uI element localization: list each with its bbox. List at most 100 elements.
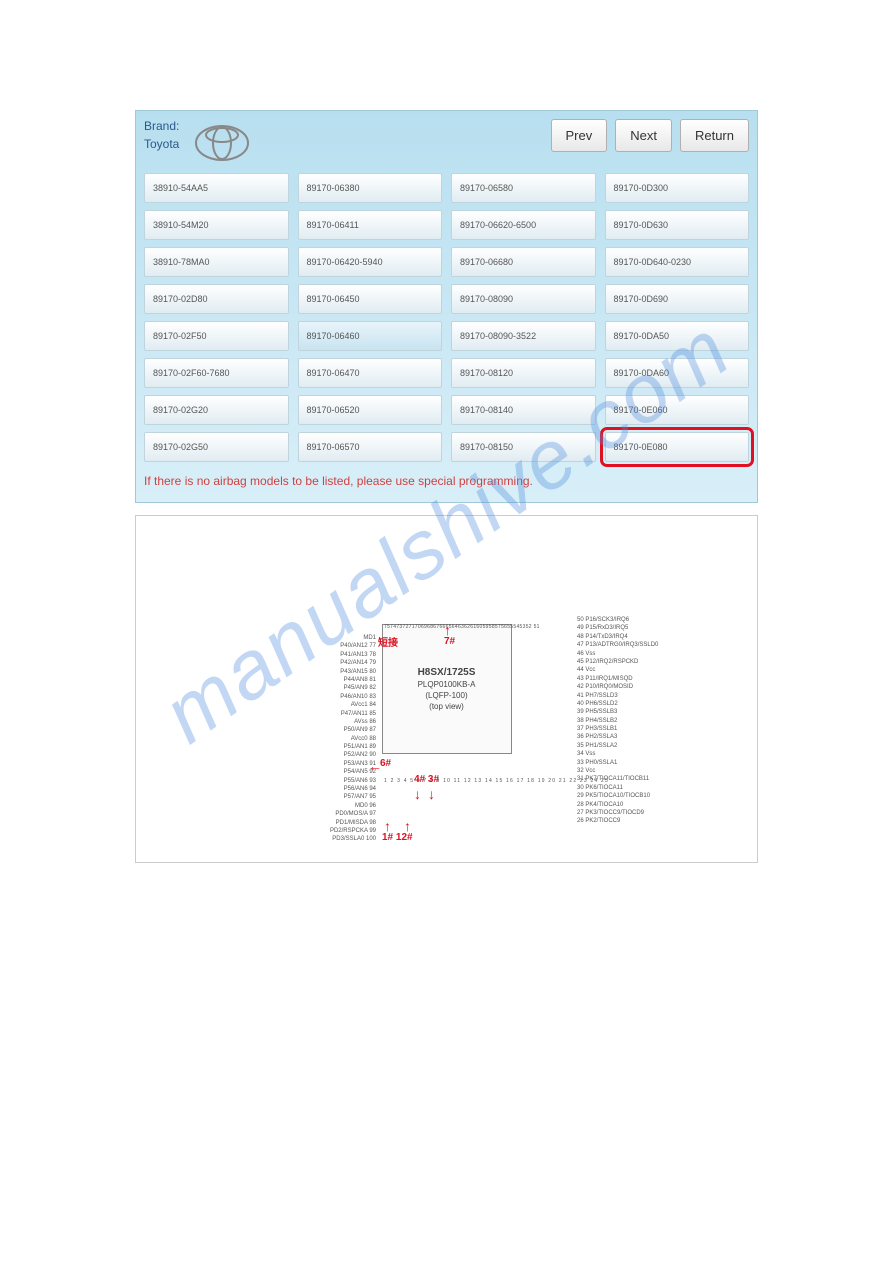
model-cell[interactable]: 89170-06680: [451, 247, 596, 277]
pin-label: P52/AN2 90: [296, 751, 376, 759]
brand-name: Toyota: [144, 137, 179, 151]
next-button[interactable]: Next: [615, 119, 672, 152]
model-cell[interactable]: 89170-06380: [298, 173, 443, 203]
red-arrow-6: ←: [368, 758, 382, 774]
pin-label: 37 PH3/SSLB1: [577, 725, 707, 733]
model-cell[interactable]: 89170-06470: [298, 358, 443, 388]
pin-label: 30 PK6/TIOCA11: [577, 784, 707, 792]
pin-label: P41/AN13 78: [296, 651, 376, 659]
model-cell[interactable]: 89170-0E060: [605, 395, 750, 425]
pin-label: 44 Vcc: [577, 666, 707, 674]
pin-label: P55/AN6 93: [296, 777, 376, 785]
return-button[interactable]: Return: [680, 119, 749, 152]
model-cell[interactable]: 89170-0DA50: [605, 321, 750, 351]
pin-label: 27 PK3/TIOCC9/TIOCD9: [577, 809, 707, 817]
model-cell[interactable]: 89170-02F60-7680: [144, 358, 289, 388]
model-cell[interactable]: 89170-0D630: [605, 210, 750, 240]
pin-label: P51/AN1 89: [296, 743, 376, 751]
pin-label: 35 PH1/SSLA2: [577, 742, 707, 750]
pin-label: 41 PH7/SSLD3: [577, 692, 707, 700]
pin-label: 40 PH6/SSLD2: [577, 700, 707, 708]
model-cell[interactable]: 89170-06620-6500: [451, 210, 596, 240]
model-cell[interactable]: 89170-02G20: [144, 395, 289, 425]
pins-left: MD1P40/AN12 77P41/AN13 78P42/AN14 79P43/…: [296, 634, 376, 844]
red-anno-shortcut: 短接: [378, 634, 398, 649]
pin-label: P43/AN15 80: [296, 668, 376, 676]
pin-label: 36 PH2/SSLA3: [577, 733, 707, 741]
pin-label: MD0 96: [296, 802, 376, 810]
pin-label: P54/AN5 92: [296, 768, 376, 776]
model-cell[interactable]: 89170-02F50: [144, 321, 289, 351]
pin-label: P50/AN9 87: [296, 726, 376, 734]
model-cell[interactable]: 89170-0D690: [605, 284, 750, 314]
model-cell[interactable]: 89170-06411: [298, 210, 443, 240]
pin-label: P46/AN10 83: [296, 693, 376, 701]
model-cell[interactable]: 38910-78MA0: [144, 247, 289, 277]
model-cell[interactable]: 89170-02D80: [144, 284, 289, 314]
model-cell[interactable]: 89170-08150: [451, 432, 596, 462]
model-cell[interactable]: 89170-08090-3522: [451, 321, 596, 351]
pin-label: 28 PK4/TIOCA10: [577, 801, 707, 809]
red-arrow-4: ↓: [414, 786, 421, 802]
pin-label: PD3/SSLA0 100: [296, 835, 376, 843]
model-cell[interactable]: 89170-06570: [298, 432, 443, 462]
pin-label: 33 PH0/SSLA1: [577, 759, 707, 767]
model-cell[interactable]: 89170-0D300: [605, 173, 750, 203]
model-cell[interactable]: 89170-0E080: [605, 432, 750, 462]
footer-note: If there is no airbag models to be liste…: [144, 474, 749, 488]
brand-section: Brand: Toyota: [144, 119, 249, 161]
red-anno-43: 4# 3#: [414, 774, 439, 785]
prev-button[interactable]: Prev: [551, 119, 608, 152]
brand-logo: [195, 125, 249, 161]
model-cell[interactable]: 89170-08090: [451, 284, 596, 314]
pin-label: 47 P13/ADTRG0/IRQ3/SSLD0: [577, 641, 707, 649]
model-cell[interactable]: 89170-0D640-0230: [605, 247, 750, 277]
red-arrow-12: ↑: [404, 818, 411, 834]
pin-label: 39 PH5/SSLB3: [577, 708, 707, 716]
model-cell[interactable]: 89170-06580: [451, 173, 596, 203]
brand-text-block: Brand: Toyota: [144, 119, 179, 151]
pin-label: 38 PH4/SSLB2: [577, 717, 707, 725]
pin-label: P40/AN12 77: [296, 642, 376, 650]
red-arrow-3: ↓: [428, 786, 435, 802]
pin-label: AVcc1 84: [296, 701, 376, 709]
model-cell[interactable]: 89170-0DA60: [605, 358, 750, 388]
chip-subtitle-3: (top view): [383, 702, 511, 711]
pin-label: P53/AN3 91: [296, 760, 376, 768]
pin-label: MD1: [296, 634, 376, 642]
red-arrow-7: ↑: [444, 622, 451, 638]
pin-label: PD0/MOS/A 97: [296, 810, 376, 818]
model-cell[interactable]: 89170-08140: [451, 395, 596, 425]
chip-subtitle-2: (LQFP-100): [383, 691, 511, 700]
chip-subtitle-1: PLQP0100KB-A: [383, 680, 511, 689]
pin-label: P45/AN9 82: [296, 684, 376, 692]
pin-label: P56/AN6 94: [296, 785, 376, 793]
nav-buttons: Prev Next Return: [551, 119, 750, 152]
pin-label: 50 P16/SCK3/IRQ6: [577, 616, 707, 624]
model-cell[interactable]: 89170-06420-5940: [298, 247, 443, 277]
model-cell[interactable]: 89170-06450: [298, 284, 443, 314]
pin-label: 34 Vss: [577, 750, 707, 758]
model-cell[interactable]: 89170-02G50: [144, 432, 289, 462]
model-cell[interactable]: 38910-54AA5: [144, 173, 289, 203]
pin-label: AVss 86: [296, 718, 376, 726]
pin-label: AVcc0 88: [296, 735, 376, 743]
chip-title: H8SX/1725S: [383, 667, 511, 678]
model-cell[interactable]: 89170-06460: [298, 321, 443, 351]
red-arrow-1: ↑: [384, 818, 391, 834]
pin-label: P57/AN7 95: [296, 793, 376, 801]
pin-label: PD1/MISDA 98: [296, 819, 376, 827]
pin-label: 42 P10/IRQ0/MOSID: [577, 683, 707, 691]
model-cell[interactable]: 89170-06520: [298, 395, 443, 425]
model-cell[interactable]: 38910-54M20: [144, 210, 289, 240]
model-cell[interactable]: 89170-08120: [451, 358, 596, 388]
pin-label: 26 PK2/TIOCC9: [577, 817, 707, 825]
main-container: Brand: Toyota Prev Next Return 38910-54A…: [135, 110, 758, 863]
pin-label: P42/AN14 79: [296, 659, 376, 667]
pin-label: P47/AN11 85: [296, 710, 376, 718]
app-panel: Brand: Toyota Prev Next Return 38910-54A…: [135, 110, 758, 503]
brand-label: Brand:: [144, 119, 179, 133]
chip-diagram-panel: H8SX/1725S PLQP0100KB-A (LQFP-100) (top …: [135, 515, 758, 863]
pin-label: 32 Vcc: [577, 767, 707, 775]
pin-label: 29 PK5/TIOCA10/TIOCB10: [577, 792, 707, 800]
